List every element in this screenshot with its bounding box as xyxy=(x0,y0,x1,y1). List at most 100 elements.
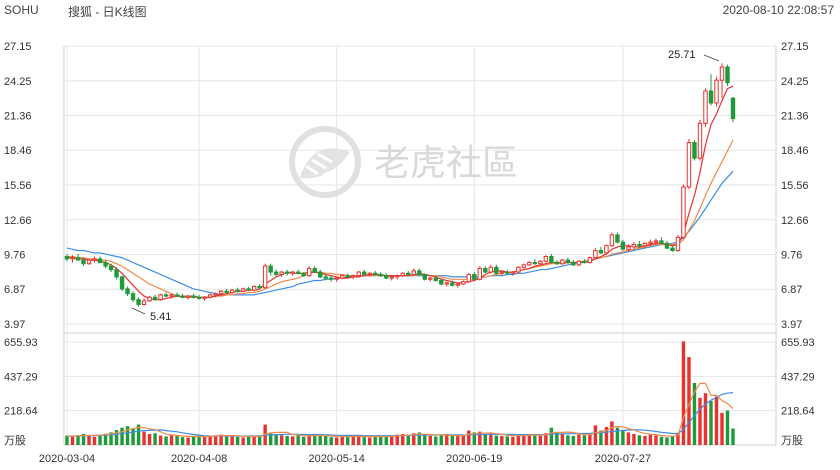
candle-body xyxy=(664,242,670,249)
candle-body xyxy=(703,90,708,124)
volume-ma5-line xyxy=(66,382,734,438)
candle xyxy=(163,292,169,298)
candle-body xyxy=(494,266,499,274)
candle xyxy=(378,272,383,277)
volume-bar xyxy=(131,428,135,445)
high-annotation: 25.71 xyxy=(668,49,696,61)
volume-bar xyxy=(175,435,179,445)
candle-body xyxy=(163,294,169,297)
candle-body xyxy=(411,270,416,275)
price-tick-label: 15.56 xyxy=(4,180,32,192)
candle xyxy=(240,287,246,293)
candle xyxy=(532,258,538,265)
candle xyxy=(604,244,609,255)
date-tick-label: 2020-04-08 xyxy=(171,453,227,465)
candle xyxy=(351,274,356,280)
candle-body xyxy=(351,275,356,278)
volume-bar xyxy=(329,437,333,445)
candle xyxy=(725,64,730,87)
volume-bar xyxy=(544,433,548,445)
volume-bar xyxy=(65,435,69,445)
candle xyxy=(213,292,218,298)
candle xyxy=(488,264,494,274)
price-axis-left: 27.15 24.25 21.36 18.46 15.56 12.66 9.76 6.87 3.… xyxy=(4,41,32,331)
candle-body xyxy=(158,294,163,301)
volume-bar xyxy=(235,436,240,445)
candle xyxy=(130,291,136,303)
candle xyxy=(180,293,185,299)
candle-body xyxy=(169,294,174,297)
date-tick-label: 2020-05-14 xyxy=(309,453,365,465)
candle-body xyxy=(235,289,240,292)
volume-bar xyxy=(626,432,631,445)
price-tick-label: 24.25 xyxy=(781,76,809,88)
volume-bar xyxy=(81,434,86,445)
candle xyxy=(719,63,725,99)
volume-bar xyxy=(648,434,653,445)
candle xyxy=(587,256,593,264)
volume-bar xyxy=(373,436,377,445)
volume-bar xyxy=(290,436,295,445)
candle-body xyxy=(257,285,262,289)
candle-body xyxy=(340,275,345,279)
volume-bar xyxy=(527,434,532,445)
candle-body xyxy=(637,243,642,247)
candle xyxy=(174,292,180,298)
candle xyxy=(659,237,664,245)
volume-bar xyxy=(692,382,697,445)
volume-bar xyxy=(588,434,592,445)
candle-body xyxy=(560,259,565,265)
volume-bar xyxy=(511,436,515,445)
candle xyxy=(169,293,174,299)
candle-body xyxy=(180,295,185,298)
candle-body xyxy=(708,90,714,104)
candle xyxy=(389,275,394,281)
volume-bar xyxy=(428,435,432,445)
price-tick-label: 27.15 xyxy=(4,41,32,53)
candle-body xyxy=(70,257,75,260)
candle-body xyxy=(97,258,103,263)
candle xyxy=(538,260,543,267)
volume-bar xyxy=(494,435,499,445)
volume-bar xyxy=(213,435,218,445)
volume-bar xyxy=(109,432,113,445)
volume-bar xyxy=(307,434,311,445)
price-axis-right: 27.15 24.25 21.36 18.46 15.56 12.66 9.76 6.87 3.… xyxy=(781,41,809,331)
candle xyxy=(251,285,257,292)
candle-body xyxy=(681,186,686,238)
candle xyxy=(185,294,191,300)
price-tick-label: 21.36 xyxy=(781,110,809,122)
candle-body xyxy=(147,296,152,302)
candle-body xyxy=(92,258,97,261)
candle xyxy=(433,275,438,282)
candle xyxy=(637,240,642,249)
volume-bar xyxy=(395,434,399,445)
volume-bar xyxy=(246,436,251,445)
candle xyxy=(406,270,411,276)
volume-tick-label: 437.29 xyxy=(781,371,815,383)
candle-body xyxy=(571,261,576,266)
candle-body xyxy=(323,276,328,279)
price-annotations: 25.71 5.41 xyxy=(131,49,720,323)
candle xyxy=(472,272,477,281)
volume-bar xyxy=(687,357,691,445)
candle-body xyxy=(125,288,130,295)
volume-bar xyxy=(70,436,75,445)
candle-body xyxy=(455,283,460,286)
candle xyxy=(273,269,279,277)
volume-bar xyxy=(610,421,614,445)
volume-bar xyxy=(362,437,366,445)
watermark: 老虎社區 xyxy=(289,126,518,198)
candle-body xyxy=(422,273,427,280)
volume-bar xyxy=(202,436,207,445)
candle xyxy=(81,257,86,267)
volume-bar xyxy=(197,435,201,445)
candle-body xyxy=(576,260,582,266)
price-tick-label: 15.56 xyxy=(781,180,809,192)
volume-bar xyxy=(439,434,443,445)
candle-body xyxy=(86,259,92,265)
candle-body xyxy=(262,265,268,289)
candle-body xyxy=(692,142,697,159)
candle xyxy=(312,266,317,274)
volume-bar xyxy=(643,435,647,445)
